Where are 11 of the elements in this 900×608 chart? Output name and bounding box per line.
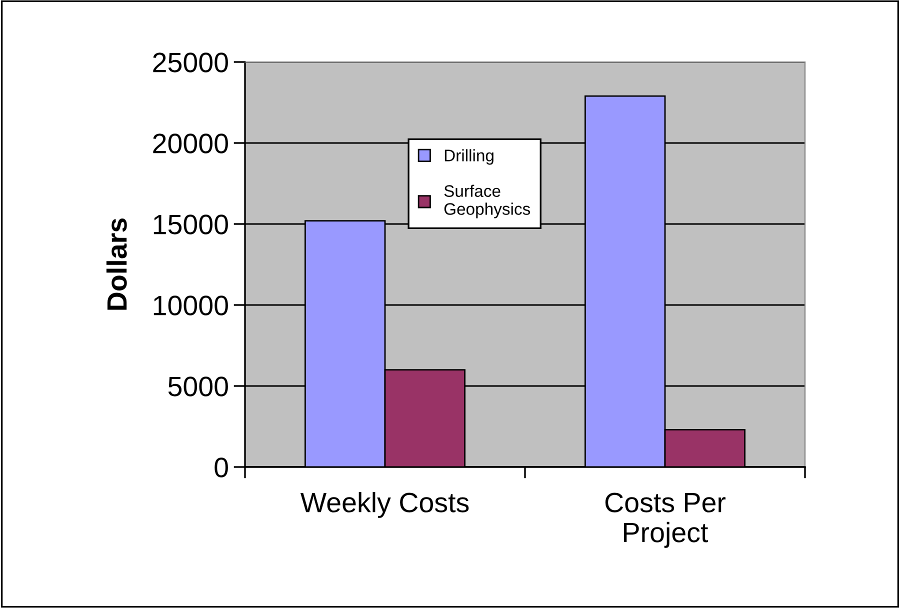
x-tick-label: Weekly Costs: [300, 492, 469, 518]
legend-label: Surface Geophysics: [444, 184, 530, 218]
y-tick-label: 25000: [153, 52, 228, 72]
y-tick-label: 0: [214, 458, 228, 478]
y-tick-label: 5000: [168, 376, 228, 396]
legend-label: Drilling: [444, 149, 494, 165]
y-tick-label: 20000: [153, 134, 228, 154]
y-axis-title: Dollars: [106, 218, 127, 310]
y-tick-label: 15000: [154, 214, 228, 234]
x-tick-label: Costs Per Project: [605, 492, 726, 548]
y-tick-label: 10000: [154, 296, 228, 316]
